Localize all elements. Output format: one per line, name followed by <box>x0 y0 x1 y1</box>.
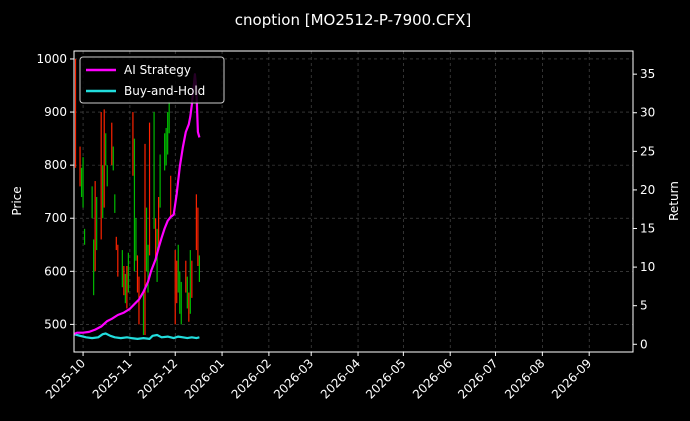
y-tick-label-left: 600 <box>44 264 67 278</box>
y-tick-label-right: 15 <box>640 222 655 236</box>
y-tick-label-right: 5 <box>640 299 648 313</box>
y-tick-label-left: 500 <box>44 317 67 331</box>
y-tick-label-left: 800 <box>44 158 67 172</box>
chart-title: cnoption [MO2512-P-7900.CFX] <box>235 11 471 29</box>
series-line-buy-and-hold <box>73 332 200 340</box>
y-tick-label-left: 1000 <box>36 52 67 66</box>
candlesticks <box>74 58 200 336</box>
legend: AI Strategy Buy-and-Hold <box>79 56 225 104</box>
y-tick-label-right: 10 <box>640 260 655 274</box>
series-line-ai-strategy <box>73 73 201 336</box>
series-lines <box>73 73 201 340</box>
y-tick-label-right: 25 <box>640 144 655 158</box>
y-axis-label-right: Return <box>667 181 681 221</box>
y-tick-label-right: 20 <box>640 183 655 197</box>
y-axis-label-left: Price <box>10 186 24 215</box>
y-tick-label-right: 30 <box>640 106 655 120</box>
legend-label-ai-strategy: AI Strategy <box>124 63 191 77</box>
y-tick-label-left: 900 <box>44 105 67 119</box>
y-tick-label-left: 700 <box>44 211 67 225</box>
y-tick-label-right: 35 <box>640 67 655 81</box>
y-tick-label-right: 0 <box>640 337 648 351</box>
plot-frame <box>73 50 634 353</box>
legend-label-buy-and-hold: Buy-and-Hold <box>124 84 205 98</box>
